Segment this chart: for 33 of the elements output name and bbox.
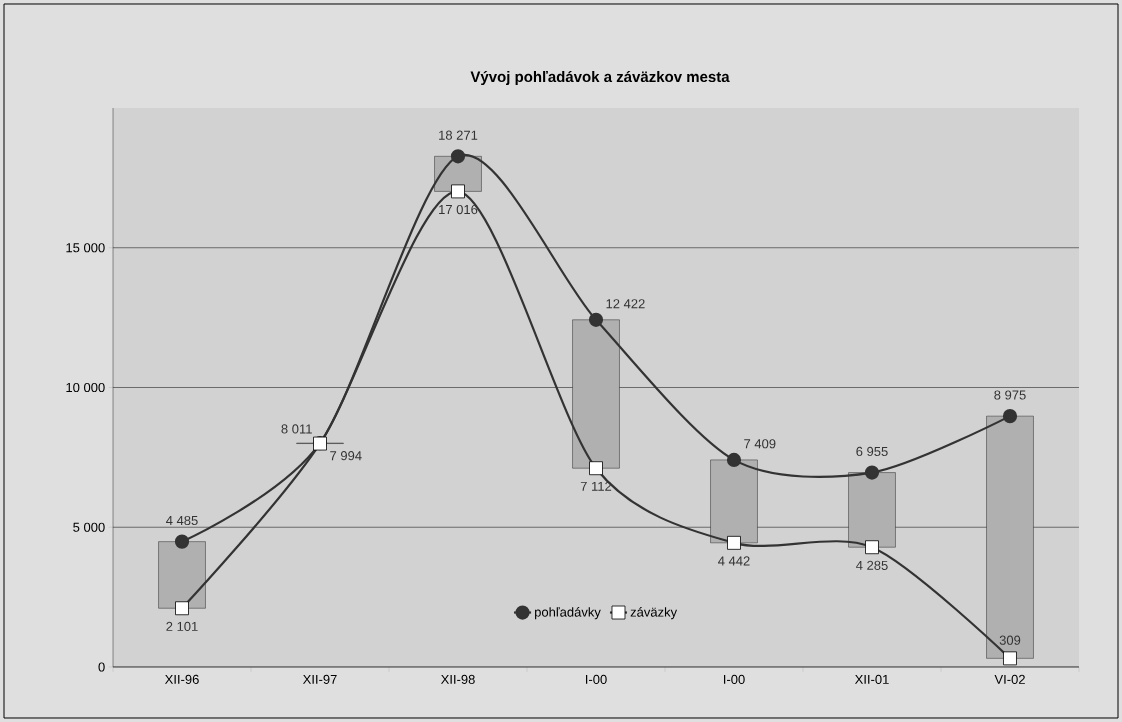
data-label: 7 994 <box>330 451 362 461</box>
data-label: 7 409 <box>744 439 776 449</box>
x-tick-label: XII-97 <box>302 674 337 684</box>
point <box>726 452 742 467</box>
data-label: 309 <box>999 635 1021 645</box>
legend-label: pohľadávky <box>535 607 601 620</box>
y-tick-label: 10 000 <box>66 382 105 393</box>
data-label: 6 955 <box>856 446 888 457</box>
x-tick-label: XII-96 <box>164 674 199 684</box>
data-label: 18 271 <box>439 130 478 140</box>
x-tick-label: I-00 <box>724 674 745 684</box>
data-label: 12 422 <box>606 299 645 309</box>
legend-label: záväzky <box>630 607 678 620</box>
data-label: 2 101 <box>166 621 198 631</box>
x-tick-label: VI-02 <box>994 674 1025 684</box>
point <box>450 149 466 164</box>
point <box>588 312 604 327</box>
point <box>864 465 880 480</box>
y-tick-label: 15 000 <box>66 243 105 253</box>
data-label: 4 485 <box>166 515 198 526</box>
data-label: 4 442 <box>718 556 750 566</box>
y-tick-label: 0 <box>98 662 105 672</box>
data-label: 8 011 <box>281 424 312 434</box>
x-tick-label: XII-01 <box>854 674 889 684</box>
chart-title: Vývoj pohľadávok a záväzkov mesta <box>470 70 730 86</box>
data-label: 4 285 <box>856 560 888 570</box>
data-label: 17 016 <box>439 204 478 215</box>
x-tick-label: I-00 <box>586 674 607 684</box>
point <box>1002 409 1018 424</box>
data-label: 8 975 <box>994 390 1026 400</box>
point <box>174 534 190 549</box>
x-tick-label: XII-98 <box>440 674 475 684</box>
y-tick-label: 5 000 <box>73 522 105 532</box>
